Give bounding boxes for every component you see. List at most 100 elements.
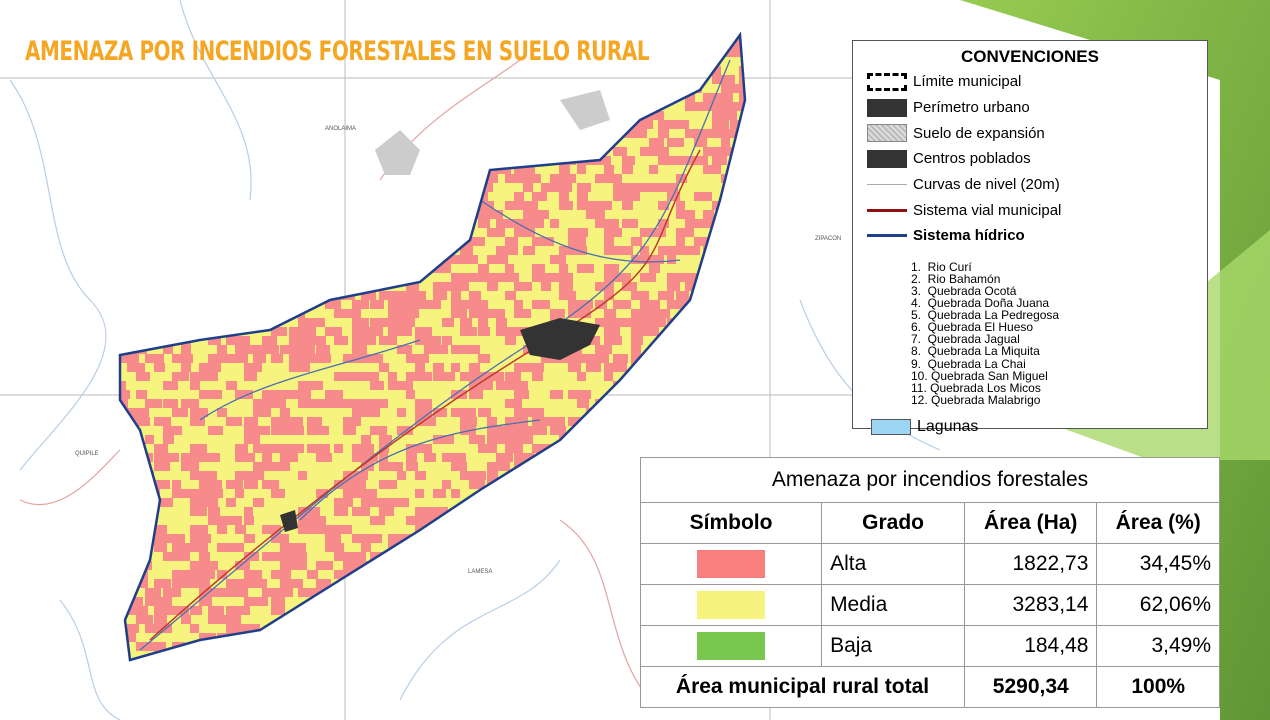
hazard-patch <box>127 633 136 642</box>
hazard-patch <box>208 363 221 372</box>
hazard-patch <box>604 174 622 183</box>
hazard-patch <box>577 201 595 210</box>
hazard-patch <box>532 192 547 201</box>
hazard-patch <box>505 435 516 444</box>
hazard-patch <box>352 453 369 462</box>
hazard-patch <box>442 435 454 444</box>
hazard-patch <box>640 291 649 300</box>
hazard-patch <box>469 300 482 309</box>
hazard-patch <box>739 84 745 93</box>
hazard-patch <box>595 156 611 165</box>
hazard-patch <box>694 219 708 228</box>
hazard-patch <box>208 336 221 345</box>
hazard-patch <box>325 525 337 534</box>
hazard-patch <box>730 120 742 129</box>
hazard-patch <box>280 390 293 399</box>
hazard-patch <box>244 534 255 543</box>
hazard-patch <box>289 336 301 345</box>
hazard-patch <box>163 534 179 543</box>
hazard-patch <box>442 480 451 489</box>
hazard-patch <box>163 597 172 606</box>
hazard-patch <box>244 426 255 435</box>
hazard-patch <box>190 606 202 615</box>
hazard-patch <box>703 129 721 138</box>
hazard-patch <box>397 309 414 318</box>
hazard-patch <box>325 543 339 552</box>
hazard-patch <box>559 282 573 291</box>
hazard-patch <box>289 390 299 399</box>
river-item: 12. Quebrada Malabrigo <box>911 392 1041 407</box>
hazard-patch <box>739 75 745 84</box>
hazard-patch <box>154 543 167 552</box>
hazard-patch <box>505 237 518 246</box>
hazard-patch <box>334 570 347 579</box>
hazard-patch <box>325 390 335 399</box>
hazard-patch <box>235 606 250 615</box>
hazard-patch <box>226 336 238 345</box>
hazard-patch <box>307 336 317 345</box>
hazard-patch <box>712 147 729 156</box>
hazard-patch <box>721 84 732 93</box>
hazard-patch <box>226 606 235 615</box>
hazard-patch <box>712 75 725 84</box>
hazard-patch <box>460 246 473 255</box>
hazard-patch <box>676 120 689 129</box>
hazard-patch <box>280 552 289 561</box>
hazard-patch <box>154 453 171 462</box>
hazard-patch <box>190 570 203 579</box>
hazard-patch <box>316 561 333 570</box>
hazard-patch <box>208 390 222 399</box>
hazard-patch <box>505 327 521 336</box>
river-item: 6. Quebrada El Hueso <box>911 320 1034 335</box>
hazard-patch <box>172 489 181 498</box>
hazard-patch <box>622 183 638 192</box>
hazard-patch <box>487 417 497 426</box>
hazard-patch <box>361 444 374 453</box>
hazard-patch <box>631 192 640 201</box>
hazard-patch <box>694 156 708 165</box>
hazard-patch <box>145 642 157 651</box>
hazard-patch <box>217 516 226 525</box>
hazard-patch <box>334 399 344 408</box>
hazard-patch <box>433 408 447 417</box>
hazard-patch <box>640 183 653 192</box>
hazard-patch <box>397 471 406 480</box>
hazard-patch <box>577 246 587 255</box>
hazard-patch <box>613 192 625 201</box>
hazard-patch <box>649 228 666 237</box>
hazard-patch <box>487 462 503 471</box>
hazard-patch <box>352 480 366 489</box>
hazard-patch <box>451 291 461 300</box>
hazard-patch <box>199 489 212 498</box>
hazard-patch <box>451 300 464 309</box>
hazard-patch <box>532 210 549 219</box>
hazard-patch <box>307 354 316 363</box>
hazard-patch <box>181 552 190 561</box>
hazard-patch <box>352 534 368 543</box>
hazard-patch <box>136 408 149 417</box>
hazard-patch <box>415 336 427 345</box>
hazard-patch <box>604 237 614 246</box>
hazard-patch <box>514 165 528 174</box>
hazard-patch <box>496 219 513 228</box>
hazard-patch <box>469 255 478 264</box>
hazard-patch <box>505 372 521 381</box>
area-ha: 184,48 <box>964 625 1098 667</box>
hazard-patch <box>334 552 347 561</box>
river-item: 10. Quebrada San Miguel <box>911 368 1048 383</box>
hazard-patch <box>208 354 222 363</box>
hazard-patch <box>361 498 375 507</box>
hazard-patch <box>172 534 185 543</box>
hazard-patch <box>235 561 250 570</box>
hazard-patch <box>568 228 579 237</box>
hazard-patch <box>316 525 333 534</box>
hazard-patch <box>496 246 512 255</box>
hazard-patch <box>415 471 426 480</box>
hazard-patch <box>163 426 178 435</box>
hazard-patch <box>514 300 523 309</box>
hazard-patch <box>244 372 257 381</box>
hazard-patch <box>676 246 685 255</box>
hazard-patch <box>253 471 264 480</box>
hazard-patch <box>280 588 293 597</box>
hazard-patch <box>649 183 664 192</box>
